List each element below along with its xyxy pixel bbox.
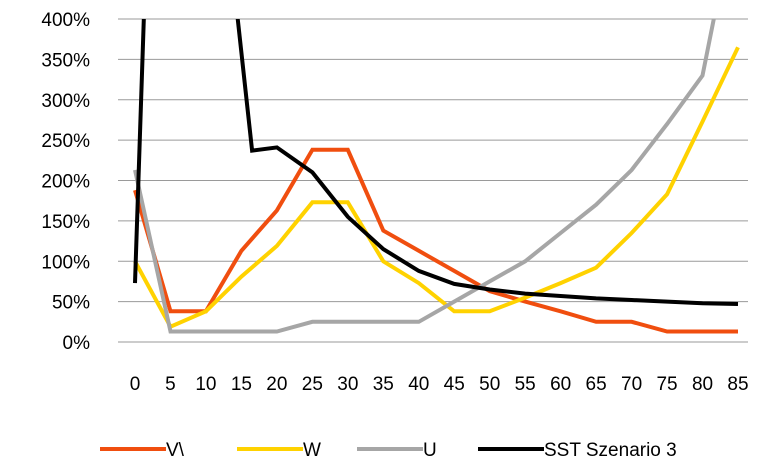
x-tick-label: 5 — [165, 374, 176, 395]
y-tick-label: 250% — [41, 131, 90, 152]
legend-item: W — [237, 440, 321, 460]
x-tick-label: 10 — [195, 374, 216, 395]
x-tick-label: 35 — [373, 374, 394, 395]
gridlines — [118, 18, 748, 343]
legend-item: V\ — [100, 440, 185, 460]
x-tick-label: 50 — [479, 374, 500, 395]
x-tick-label: 45 — [444, 374, 465, 395]
x-tick-label: 25 — [302, 374, 323, 395]
legend-item: SST Szenario 3 — [478, 440, 677, 460]
y-tick-label: 350% — [41, 50, 90, 71]
y-tick-label: 300% — [41, 91, 90, 112]
x-tick-label: 75 — [656, 374, 677, 395]
x-tick-label: 40 — [408, 374, 429, 395]
series-line-0 — [133, 147, 738, 334]
legend-label: V\ — [166, 440, 185, 460]
y-tick-label: 150% — [41, 212, 90, 233]
x-tick-label: 20 — [266, 374, 287, 395]
series-line-1 — [133, 46, 740, 330]
y-tick-label: 50% — [52, 293, 90, 314]
x-tick-label: 80 — [692, 374, 713, 395]
legend-label: W — [303, 440, 321, 460]
x-tick-label: 70 — [621, 374, 642, 395]
x-tick-label: 15 — [231, 374, 252, 395]
y-tick-label: 100% — [41, 252, 90, 273]
x-tick-label: 60 — [550, 374, 571, 395]
legend: V\ W U SST Szenario 3 — [100, 440, 677, 460]
legend-label: SST Szenario 3 — [544, 440, 677, 460]
legend-item: U — [357, 440, 437, 460]
series-lines — [133, 19, 740, 334]
x-tick-label: 0 — [130, 374, 141, 395]
x-axis-tick-labels: 0 5 10 15 20 25 30 35 40 45 50 55 60 65 70 75 80 85 — [130, 374, 749, 395]
y-axis-tick-labels: 0% 50% 100% 150% 200% 250% 300% 350% 400% — [41, 10, 90, 354]
x-tick-label: 85 — [727, 374, 748, 395]
y-tick-label: 400% — [41, 10, 90, 31]
legend-label: U — [423, 440, 437, 460]
x-tick-label: 65 — [586, 374, 607, 395]
x-tick-label: 55 — [515, 374, 536, 395]
y-tick-label: 200% — [41, 172, 90, 193]
y-tick-label: 0% — [63, 333, 91, 354]
series-line-3 — [133, 19, 739, 306]
series-line-2 — [133, 19, 716, 334]
x-tick-label: 30 — [337, 374, 358, 395]
